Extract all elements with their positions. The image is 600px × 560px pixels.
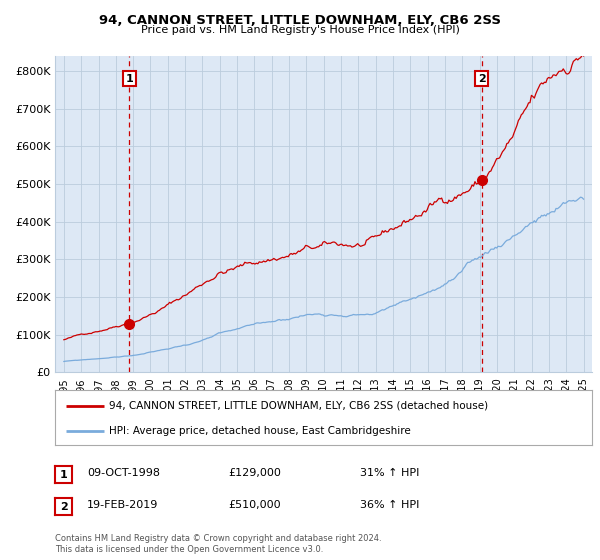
Text: 36% ↑ HPI: 36% ↑ HPI [360,500,419,510]
Text: £510,000: £510,000 [228,500,281,510]
Text: 94, CANNON STREET, LITTLE DOWNHAM, ELY, CB6 2SS (detached house): 94, CANNON STREET, LITTLE DOWNHAM, ELY, … [109,401,488,410]
Text: 31% ↑ HPI: 31% ↑ HPI [360,468,419,478]
Text: HPI: Average price, detached house, East Cambridgeshire: HPI: Average price, detached house, East… [109,426,410,436]
Text: 94, CANNON STREET, LITTLE DOWNHAM, ELY, CB6 2SS: 94, CANNON STREET, LITTLE DOWNHAM, ELY, … [99,14,501,27]
Text: 2: 2 [60,502,67,512]
Text: Price paid vs. HM Land Registry's House Price Index (HPI): Price paid vs. HM Land Registry's House … [140,25,460,35]
Text: 09-OCT-1998: 09-OCT-1998 [87,468,160,478]
Text: Contains HM Land Registry data © Crown copyright and database right 2024.: Contains HM Land Registry data © Crown c… [55,534,382,543]
Text: £129,000: £129,000 [228,468,281,478]
Text: 19-FEB-2019: 19-FEB-2019 [87,500,158,510]
Text: This data is licensed under the Open Government Licence v3.0.: This data is licensed under the Open Gov… [55,545,323,554]
Text: 1: 1 [125,73,133,83]
Text: 2: 2 [478,73,485,83]
Text: 1: 1 [60,470,67,480]
